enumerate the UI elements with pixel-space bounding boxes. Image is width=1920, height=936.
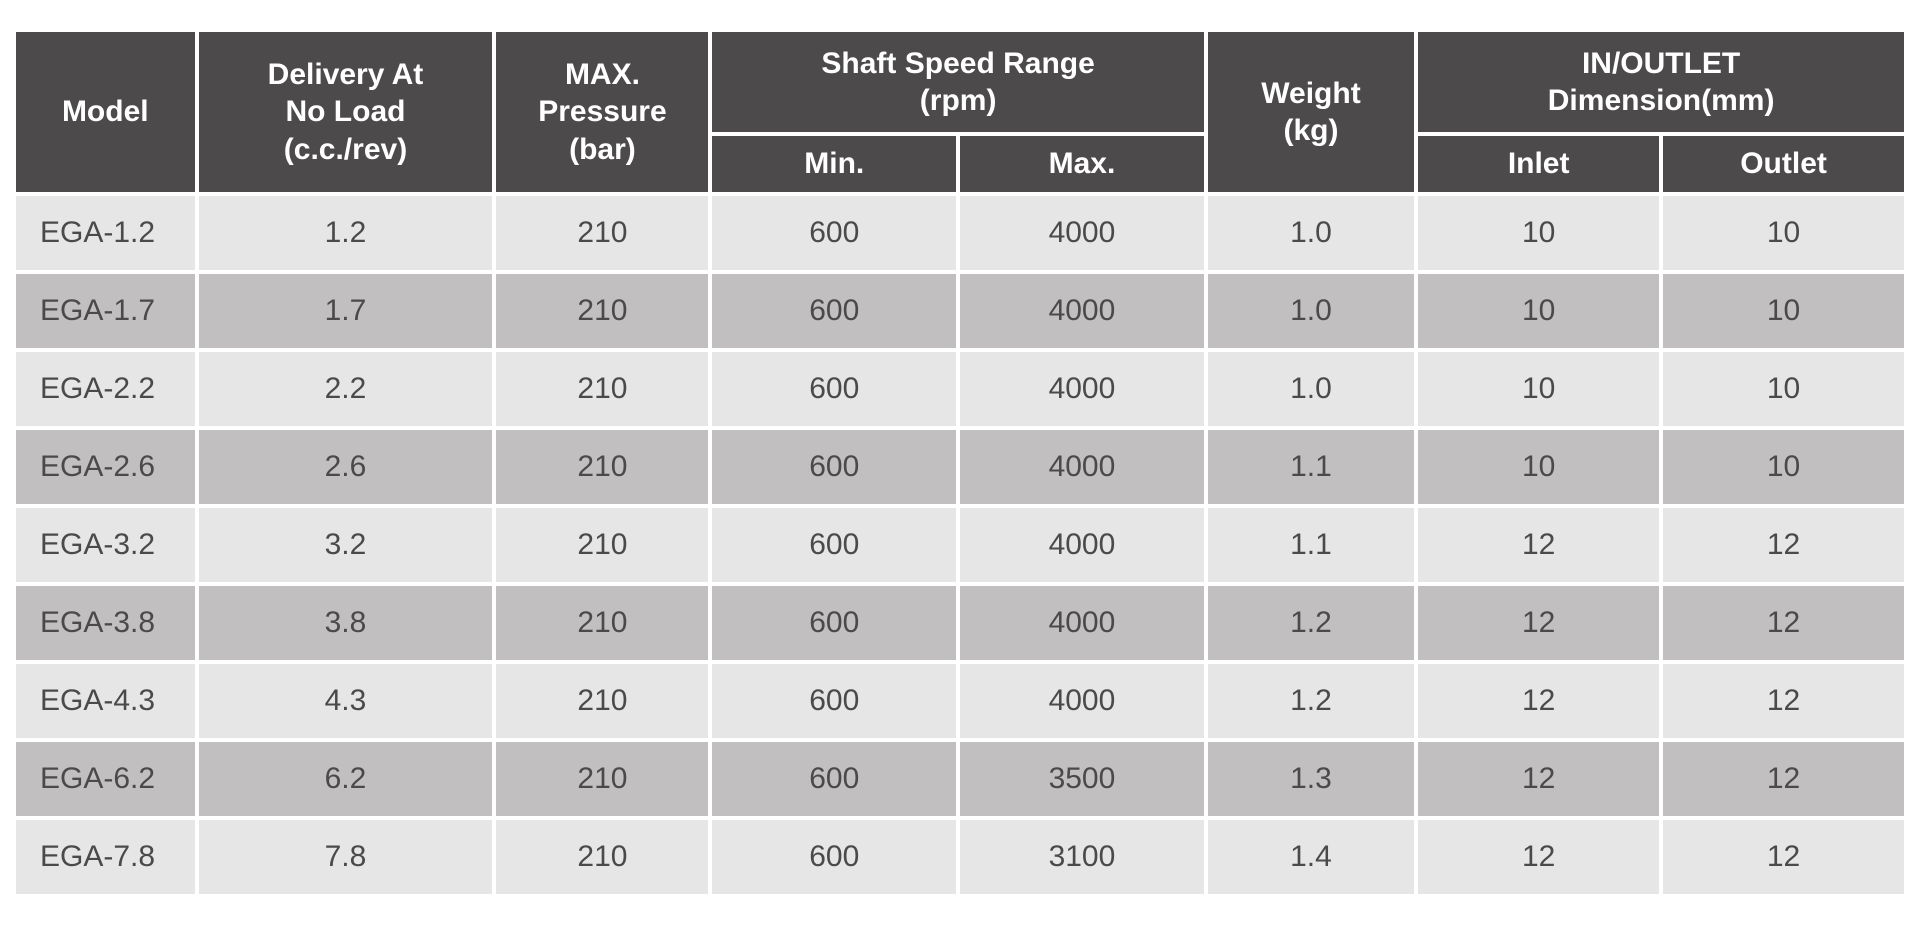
cell-model: EGA-2.2 xyxy=(16,352,195,426)
cell-delivery: 1.7 xyxy=(199,274,493,348)
cell-model: EGA-1.2 xyxy=(16,196,195,270)
cell-model: EGA-3.2 xyxy=(16,508,195,582)
cell-model: EGA-6.2 xyxy=(16,742,195,816)
cell-pressure: 210 xyxy=(496,196,708,270)
cell-inlet: 10 xyxy=(1418,196,1659,270)
spec-table: Model Delivery AtNo Load(c.c./rev) MAX.P… xyxy=(12,28,1908,898)
cell-outlet: 10 xyxy=(1663,196,1904,270)
cell-delivery: 2.6 xyxy=(199,430,493,504)
cell-outlet: 12 xyxy=(1663,742,1904,816)
cell-delivery: 1.2 xyxy=(199,196,493,270)
cell-pressure: 210 xyxy=(496,742,708,816)
col-header-min: Min. xyxy=(712,136,956,192)
cell-weight: 1.1 xyxy=(1208,430,1414,504)
cell-pressure: 210 xyxy=(496,820,708,894)
cell-weight: 1.0 xyxy=(1208,274,1414,348)
cell-min: 600 xyxy=(712,196,956,270)
cell-delivery: 3.2 xyxy=(199,508,493,582)
col-header-max: Max. xyxy=(960,136,1204,192)
cell-weight: 1.3 xyxy=(1208,742,1414,816)
table-row: EGA-3.83.821060040001.21212 xyxy=(16,586,1904,660)
cell-delivery: 4.3 xyxy=(199,664,493,738)
col-header-shaft: Shaft Speed Range(rpm) xyxy=(712,32,1203,132)
cell-min: 600 xyxy=(712,664,956,738)
cell-inlet: 10 xyxy=(1418,352,1659,426)
table-row: EGA-4.34.321060040001.21212 xyxy=(16,664,1904,738)
cell-delivery: 2.2 xyxy=(199,352,493,426)
table-row: EGA-2.62.621060040001.11010 xyxy=(16,430,1904,504)
cell-weight: 1.0 xyxy=(1208,352,1414,426)
table-row: EGA-3.23.221060040001.11212 xyxy=(16,508,1904,582)
cell-outlet: 10 xyxy=(1663,352,1904,426)
cell-max: 4000 xyxy=(960,352,1204,426)
col-header-model: Model xyxy=(16,32,195,192)
cell-pressure: 210 xyxy=(496,508,708,582)
cell-max: 4000 xyxy=(960,586,1204,660)
table-row: EGA-1.71.721060040001.01010 xyxy=(16,274,1904,348)
cell-outlet: 12 xyxy=(1663,586,1904,660)
cell-max: 4000 xyxy=(960,664,1204,738)
cell-weight: 1.0 xyxy=(1208,196,1414,270)
cell-delivery: 7.8 xyxy=(199,820,493,894)
cell-min: 600 xyxy=(712,508,956,582)
cell-weight: 1.2 xyxy=(1208,664,1414,738)
cell-outlet: 10 xyxy=(1663,274,1904,348)
cell-model: EGA-3.8 xyxy=(16,586,195,660)
cell-max: 4000 xyxy=(960,430,1204,504)
cell-min: 600 xyxy=(712,820,956,894)
cell-model: EGA-4.3 xyxy=(16,664,195,738)
cell-delivery: 6.2 xyxy=(199,742,493,816)
table-row: EGA-2.22.221060040001.01010 xyxy=(16,352,1904,426)
col-header-weight: Weight(kg) xyxy=(1208,32,1414,192)
cell-min: 600 xyxy=(712,742,956,816)
cell-weight: 1.4 xyxy=(1208,820,1414,894)
col-header-delivery: Delivery AtNo Load(c.c./rev) xyxy=(199,32,493,192)
cell-model: EGA-2.6 xyxy=(16,430,195,504)
cell-model: EGA-7.8 xyxy=(16,820,195,894)
cell-pressure: 210 xyxy=(496,664,708,738)
cell-pressure: 210 xyxy=(496,274,708,348)
cell-weight: 1.2 xyxy=(1208,586,1414,660)
table-row: EGA-1.21.221060040001.01010 xyxy=(16,196,1904,270)
cell-inlet: 12 xyxy=(1418,664,1659,738)
cell-inlet: 12 xyxy=(1418,742,1659,816)
cell-inlet: 12 xyxy=(1418,820,1659,894)
cell-inlet: 12 xyxy=(1418,586,1659,660)
cell-min: 600 xyxy=(712,274,956,348)
cell-max: 4000 xyxy=(960,274,1204,348)
cell-outlet: 12 xyxy=(1663,508,1904,582)
col-header-inout: IN/OUTLETDimension(mm) xyxy=(1418,32,1904,132)
col-header-inlet: Inlet xyxy=(1418,136,1659,192)
cell-model: EGA-1.7 xyxy=(16,274,195,348)
cell-pressure: 210 xyxy=(496,586,708,660)
cell-outlet: 10 xyxy=(1663,430,1904,504)
cell-max: 3100 xyxy=(960,820,1204,894)
cell-max: 3500 xyxy=(960,742,1204,816)
col-header-pressure: MAX.Pressure(bar) xyxy=(496,32,708,192)
cell-pressure: 210 xyxy=(496,352,708,426)
cell-inlet: 12 xyxy=(1418,508,1659,582)
cell-pressure: 210 xyxy=(496,430,708,504)
cell-min: 600 xyxy=(712,586,956,660)
cell-max: 4000 xyxy=(960,196,1204,270)
col-header-outlet: Outlet xyxy=(1663,136,1904,192)
cell-inlet: 10 xyxy=(1418,430,1659,504)
cell-min: 600 xyxy=(712,352,956,426)
cell-inlet: 10 xyxy=(1418,274,1659,348)
cell-max: 4000 xyxy=(960,508,1204,582)
table-body: EGA-1.21.221060040001.01010EGA-1.71.7210… xyxy=(16,196,1904,894)
cell-delivery: 3.8 xyxy=(199,586,493,660)
table-row: EGA-7.87.821060031001.41212 xyxy=(16,820,1904,894)
table-row: EGA-6.26.221060035001.31212 xyxy=(16,742,1904,816)
cell-weight: 1.1 xyxy=(1208,508,1414,582)
table-head: Model Delivery AtNo Load(c.c./rev) MAX.P… xyxy=(16,32,1904,192)
cell-min: 600 xyxy=(712,430,956,504)
cell-outlet: 12 xyxy=(1663,820,1904,894)
cell-outlet: 12 xyxy=(1663,664,1904,738)
